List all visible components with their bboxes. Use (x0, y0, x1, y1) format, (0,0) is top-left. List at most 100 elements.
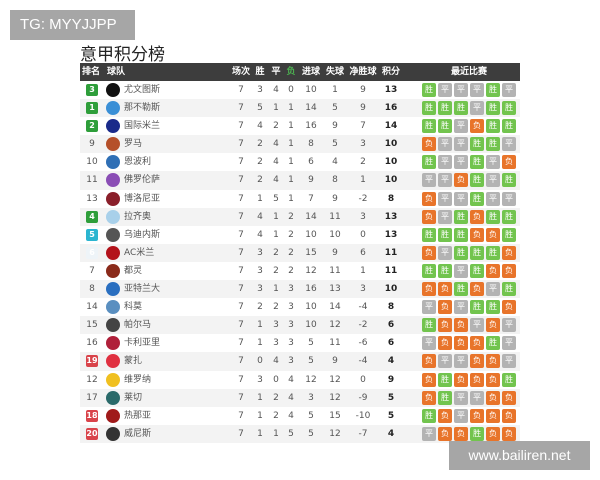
rank-cell: 6 (84, 244, 100, 262)
form-result: 平 (422, 300, 436, 315)
table-row[interactable]: 6 AC米兰 7 3 2 2 15 9 6 11 负平胜胜胜负 (80, 243, 520, 262)
stat-gd: -10 (355, 410, 371, 421)
table-row[interactable]: 5 乌迪内斯 7 4 1 2 10 10 0 13 胜胜胜负负胜 (80, 226, 520, 244)
team-name[interactable]: 亚特兰大 (124, 284, 161, 295)
table-row[interactable]: 11 佛罗伦萨 7 2 4 1 9 8 1 10 平平负胜平胜 (80, 171, 520, 190)
stat-w: 4 (257, 121, 263, 132)
rank-text: 10 (86, 157, 98, 168)
form-result: 胜 (470, 137, 484, 152)
stat-gf: 7 (308, 193, 314, 204)
team-name[interactable]: 国际米兰 (124, 121, 161, 132)
team-name[interactable]: 恩波利 (124, 157, 152, 168)
form-result: 负 (422, 191, 436, 206)
team-name[interactable]: 热那亚 (124, 410, 152, 421)
form-result: 负 (486, 426, 500, 441)
table-row[interactable]: 9 罗马 7 2 4 1 8 5 3 10 负平平胜胜平 (80, 135, 520, 154)
team-name[interactable]: 都灵 (124, 265, 143, 276)
form-result: 负 (422, 354, 436, 369)
table-row[interactable]: 7 都灵 7 3 2 2 12 11 1 11 胜胜平胜负负 (80, 262, 520, 280)
team-name[interactable]: AC米兰 (124, 247, 155, 258)
table-row[interactable]: 19 蒙扎 7 0 4 3 5 9 -4 4 负平平负负平 (80, 352, 520, 371)
table-row[interactable]: 17 莱切 7 1 2 4 3 12 -9 5 负胜平平负负 (80, 388, 520, 407)
form-result: 胜 (438, 390, 452, 405)
stat-d: 2 (273, 410, 279, 421)
table-row[interactable]: 16 卡利亚里 7 1 3 3 5 11 -6 6 平负负负胜平 (80, 334, 520, 352)
table-row[interactable]: 10 恩波利 7 2 4 1 6 4 2 10 胜平平胜平负 (80, 153, 520, 171)
team-name[interactable]: 尤文图斯 (124, 85, 161, 95)
form-result: 平 (454, 263, 468, 278)
table-row[interactable]: 1 那不勒斯 7 5 1 1 14 5 9 16 胜胜胜平胜胜 (80, 99, 520, 118)
form-result: 平 (502, 191, 516, 206)
stat-l: 2 (288, 229, 294, 240)
form-result: 平 (502, 137, 516, 152)
stat-pts: 5 (387, 392, 395, 403)
stat-d: 4 (273, 356, 279, 367)
team-name[interactable]: 罗马 (124, 139, 143, 150)
stat-p: 7 (238, 193, 244, 204)
table-row[interactable]: 20 威尼斯 7 1 1 5 5 12 -7 4 平负负胜负负 (80, 424, 520, 443)
form-result: 负 (438, 408, 452, 423)
form-result: 胜 (438, 101, 452, 116)
form-result: 平 (486, 173, 500, 188)
form-result: 平 (454, 137, 468, 152)
form-result: 胜 (486, 137, 500, 152)
form-result: 平 (454, 300, 468, 315)
stat-gd: -9 (358, 392, 368, 403)
stat-l: 3 (288, 284, 294, 295)
team-name[interactable]: 乌迪内斯 (124, 229, 161, 240)
table-row[interactable]: 2 国际米兰 7 4 2 1 16 9 7 14 胜胜平负胜胜 (80, 117, 520, 135)
table-row[interactable]: 8 亚特兰大 7 3 1 3 16 13 3 10 负负胜负平胜 (80, 280, 520, 299)
form-result: 胜 (438, 372, 452, 387)
stat-d: 4 (273, 85, 279, 95)
stat-d: 2 (273, 121, 279, 132)
stat-gf: 16 (305, 121, 317, 132)
table-row[interactable]: 18 热那亚 7 1 2 4 5 15 -10 5 胜负平负负负 (80, 407, 520, 425)
team-name[interactable]: 蒙扎 (124, 356, 143, 367)
team-name[interactable]: 博洛尼亚 (124, 193, 161, 204)
form-result: 负 (454, 372, 468, 387)
table-row[interactable]: 15 帕尔马 7 1 3 3 10 12 -2 6 胜负负平负平 (80, 316, 520, 335)
team-name[interactable]: 威尼斯 (124, 428, 152, 439)
team-logo-icon (106, 408, 120, 423)
stat-w: 1 (257, 392, 263, 403)
team-name[interactable]: 科莫 (124, 302, 143, 313)
table-row[interactable]: 4 拉齐奥 7 4 1 2 14 11 3 13 负平胜负胜胜 (80, 207, 520, 226)
stat-gd: 0 (360, 374, 366, 385)
stat-pts: 5 (387, 410, 395, 421)
table-row[interactable]: 3 尤文图斯 7 3 4 0 10 1 9 13 胜平平平胜平 (80, 81, 520, 99)
team-name[interactable]: 佛罗伦萨 (124, 175, 161, 186)
team-name[interactable]: 莱切 (124, 392, 143, 403)
stat-gf: 6 (308, 157, 314, 168)
team-logo-icon (106, 390, 120, 405)
form-result: 胜 (422, 318, 436, 333)
table-row[interactable]: 12 维罗纳 7 3 0 4 12 12 0 9 负胜负负负胜 (80, 371, 520, 389)
stat-ga: 12 (329, 374, 341, 385)
team-logo-icon (106, 101, 120, 116)
form-result: 胜 (438, 227, 452, 242)
form-result: 负 (454, 318, 468, 333)
team-name[interactable]: 卡利亚里 (124, 338, 161, 349)
form-result: 胜 (422, 227, 436, 242)
header-form: 最近比赛 (450, 67, 487, 77)
team-name[interactable]: 帕尔马 (124, 320, 152, 331)
stat-gf: 3 (308, 392, 314, 403)
stat-l: 1 (288, 193, 294, 204)
form-result: 负 (470, 119, 484, 134)
form-result: 负 (454, 173, 468, 188)
team-name[interactable]: 那不勒斯 (124, 103, 161, 114)
team-name[interactable]: 维罗纳 (124, 374, 152, 385)
team-name[interactable]: 拉齐奥 (124, 211, 152, 222)
rank-text: 12 (86, 374, 98, 385)
table-row[interactable]: 14 科莫 7 2 2 3 10 14 -4 8 平负平胜胜负 (80, 298, 520, 316)
form-result: 平 (454, 83, 468, 97)
form-result: 负 (502, 300, 516, 315)
header-gd: 净胜球 (349, 67, 377, 77)
stat-d: 1 (273, 229, 279, 240)
rank-text: 7 (89, 265, 95, 276)
table-row[interactable]: 13 博洛尼亚 7 1 5 1 7 9 -2 8 负平平胜平平 (80, 190, 520, 208)
form-result: 胜 (502, 372, 516, 387)
header-draw: 平 (271, 67, 281, 77)
stat-gd: 2 (360, 157, 366, 168)
form-result: 负 (502, 263, 516, 278)
stat-d: 2 (273, 265, 279, 276)
